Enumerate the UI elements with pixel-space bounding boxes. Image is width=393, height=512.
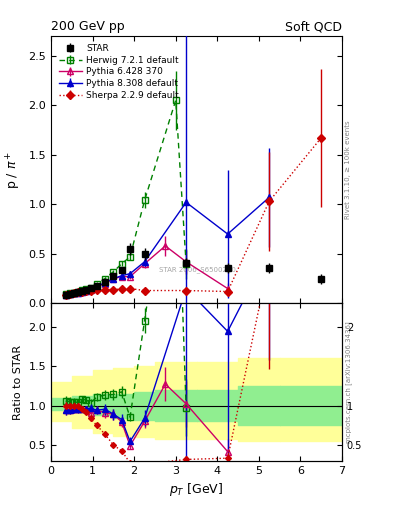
Text: STAR 2006_S6500200: STAR 2006_S6500200 (159, 266, 235, 273)
Y-axis label: Ratio to STAR: Ratio to STAR (13, 345, 23, 420)
Legend: STAR, Herwig 7.2.1 default, Pythia 6.428 370, Pythia 8.308 default, Sherpa 2.2.9: STAR, Herwig 7.2.1 default, Pythia 6.428… (55, 40, 183, 103)
Y-axis label: p / $\pi^+$: p / $\pi^+$ (5, 151, 23, 189)
X-axis label: $p_T$ [GeV]: $p_T$ [GeV] (169, 481, 224, 498)
Text: Rivet 3.1.10, ≥ 100k events: Rivet 3.1.10, ≥ 100k events (345, 120, 351, 219)
Text: 200 GeV pp: 200 GeV pp (51, 20, 125, 33)
Text: Soft QCD: Soft QCD (285, 20, 342, 33)
Text: mcplots.cern.ch [arXiv:1306.3436]: mcplots.cern.ch [arXiv:1306.3436] (345, 321, 352, 443)
